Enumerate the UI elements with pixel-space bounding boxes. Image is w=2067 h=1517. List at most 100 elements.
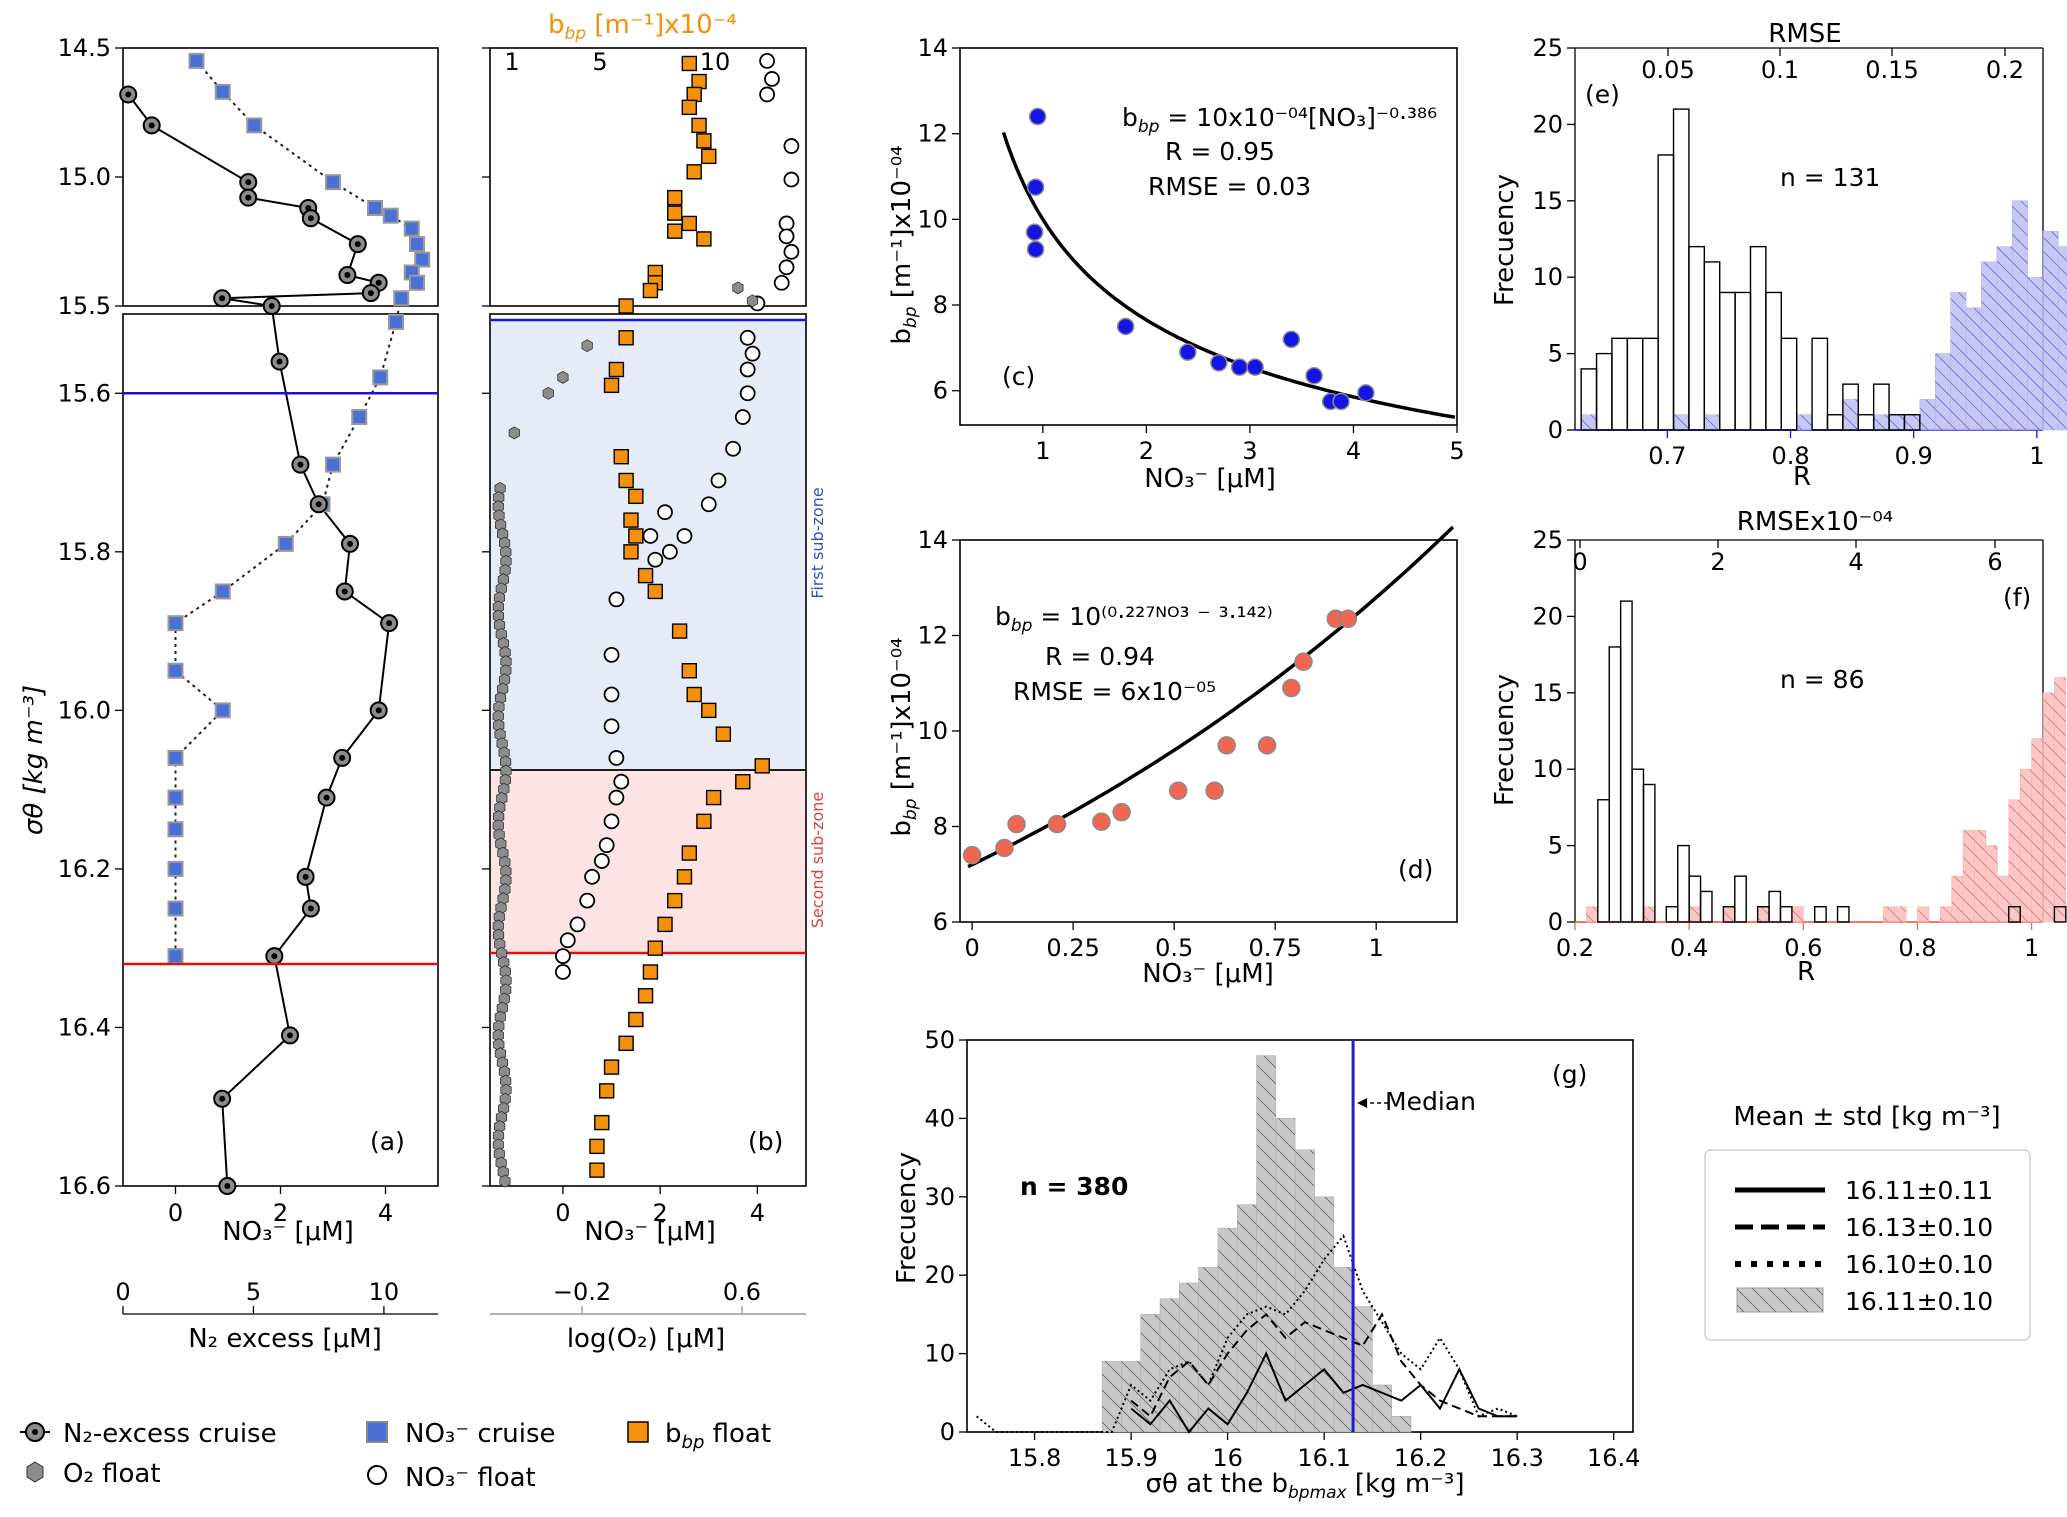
- panel-d-point: [1217, 736, 1236, 755]
- bbp-float-point: [613, 448, 629, 465]
- panel-d-point: [1294, 652, 1313, 672]
- legend-o2-label: O₂ float: [63, 1459, 161, 1489]
- ytick-label: 30: [924, 1183, 955, 1211]
- r-hist-hatch: [1643, 906, 1655, 922]
- no3-cruise-point: [167, 900, 184, 917]
- rmse-hist-bar: [2008, 906, 2021, 923]
- n2-excess-point-center: [386, 620, 393, 627]
- panel-e-ylabel: Frecuency: [1490, 174, 1520, 306]
- panel-d-fit-equation: bbp = 10⁽⁰·²²⁷ᴺᴼ³ ⁻ ³·¹⁴²⁾: [995, 602, 1273, 636]
- no3-float-point: [710, 472, 727, 489]
- panel-d-point: [1092, 812, 1111, 831]
- r-hist-hatch: [1883, 906, 1895, 922]
- top-tick-label: 2: [1710, 548, 1725, 576]
- rmse-hist-bar: [1768, 890, 1782, 923]
- panel-c-point: [1282, 330, 1301, 349]
- panel-a: 14.5 15.0 15.5 15.6 15.8 16.0 16.2 16.4 16.6 0 2 4 0…: [19, 34, 439, 1354]
- no3-float-point: [739, 361, 756, 378]
- ytick-label: 20: [1532, 602, 1563, 630]
- panel-g-ylabel: Frecuency: [892, 1152, 922, 1284]
- legend-o2-marker: [26, 1461, 44, 1483]
- panel-b-top-label: bbp [m⁻¹]x10⁻⁴: [548, 10, 737, 44]
- bbp-float-point: [681, 663, 698, 679]
- no3-float-point: [744, 345, 761, 362]
- top-tick-label: 6: [1987, 548, 2002, 576]
- bbp-float-point: [701, 702, 717, 719]
- r-hist-hatch: [1997, 876, 2009, 922]
- no3-cruise-point: [167, 948, 184, 965]
- panel-c-point: [1026, 178, 1045, 196]
- panel-g-label: (g): [1552, 1060, 1587, 1089]
- xtick-label: 0: [168, 1199, 183, 1227]
- median-label: Median: [1385, 1087, 1476, 1116]
- median-arrow-head: [1357, 1098, 1368, 1108]
- panel-g-n: n = 380: [1020, 1172, 1128, 1201]
- no3-cruise-point: [167, 749, 184, 766]
- legend-g-title: Mean ± std [kg m⁻³]: [1733, 1102, 2000, 1132]
- second-subzone-band: [490, 770, 806, 953]
- ytick-label: 14: [917, 526, 948, 554]
- no3-float-point: [613, 773, 630, 790]
- panel-a-x2label: N₂ excess [μM]: [188, 1324, 382, 1354]
- no3-float-point: [783, 171, 800, 188]
- g-hist-hatch: [1372, 1384, 1392, 1432]
- no3-cruise-point: [409, 274, 425, 291]
- n2-excess-line: [127, 93, 391, 1187]
- xtick-label: 1: [2029, 442, 2044, 470]
- legend-bottom: N₂-excess cruise O₂ float NO₃⁻ cruise NO…: [20, 1419, 771, 1493]
- xtick-label: 2: [1139, 437, 1154, 465]
- panel-f-n: n = 86: [1780, 665, 1865, 694]
- g-hist-hatch: [1391, 1416, 1411, 1432]
- no3-float-point: [608, 591, 625, 608]
- xtick-label: 0: [555, 1199, 570, 1227]
- ytick-label: 16.4: [58, 1013, 111, 1041]
- n2-excess-point-center: [148, 122, 155, 129]
- ytick-label: 15.8: [58, 538, 111, 566]
- rmse-hist-bar: [1842, 383, 1859, 431]
- o2-float-point: [557, 370, 569, 384]
- o2-float-point: [499, 1174, 511, 1188]
- r-hist-hatch: [1951, 876, 1964, 922]
- no3-float-point: [579, 892, 596, 909]
- g-hist-hatch: [1275, 1118, 1296, 1432]
- no3-float-point: [642, 528, 659, 544]
- bbp-float-point: [603, 377, 620, 394]
- no3-float-point: [676, 528, 693, 544]
- n2-excess-point-center: [245, 179, 252, 186]
- g-line-dotted: [976, 1233, 1518, 1433]
- ytick-label: 15: [1532, 679, 1563, 707]
- no3-cruise-point: [372, 369, 389, 386]
- panel-b-x2label: log(O₂) [μM]: [567, 1324, 725, 1354]
- panel-c-rmse: RMSE = 0.03: [1148, 172, 1311, 201]
- r-hist-hatch: [2031, 738, 2043, 922]
- xtick-label: 2: [273, 1199, 288, 1227]
- r-hist-hatch: [2027, 277, 2043, 430]
- r-hist-hatch: [2058, 246, 2067, 430]
- xtick-label: 4: [378, 1199, 393, 1227]
- no3-cruise-point: [167, 789, 184, 806]
- r-hist-hatch: [1873, 414, 1890, 430]
- panel-d-r: R = 0.94: [1045, 642, 1155, 671]
- n2-excess-point-center: [219, 1095, 226, 1102]
- panel-d-point: [1168, 781, 1188, 800]
- r-hist-hatch: [2043, 692, 2055, 922]
- no3-cruise-point: [388, 313, 404, 330]
- panel-c-xlabel: NO₃⁻ [μM]: [1144, 464, 1276, 494]
- panel-c-point: [1357, 384, 1375, 402]
- rmse-hist-bar: [1688, 245, 1706, 431]
- rmse-hist-bar: [1765, 291, 1782, 431]
- panel-d-point: [1112, 802, 1131, 822]
- rmse-hist-bar: [1672, 108, 1690, 431]
- r-hist-hatch: [1917, 906, 1929, 922]
- bbp-float-point: [667, 205, 683, 221]
- ytick-label: 12: [917, 622, 948, 650]
- n2-excess-point-center: [307, 215, 314, 222]
- ytick-label: 8: [933, 291, 948, 319]
- no3-float-point: [725, 440, 741, 457]
- top-tick-label: 0.15: [1865, 56, 1918, 84]
- ytick-label: 16.6: [58, 1172, 111, 1200]
- panel-f-ylabel: Frecuency: [1490, 674, 1520, 806]
- r-hist-hatch: [1974, 830, 1986, 922]
- bbp-float-point: [667, 189, 683, 206]
- n2-excess-point-center: [323, 794, 330, 801]
